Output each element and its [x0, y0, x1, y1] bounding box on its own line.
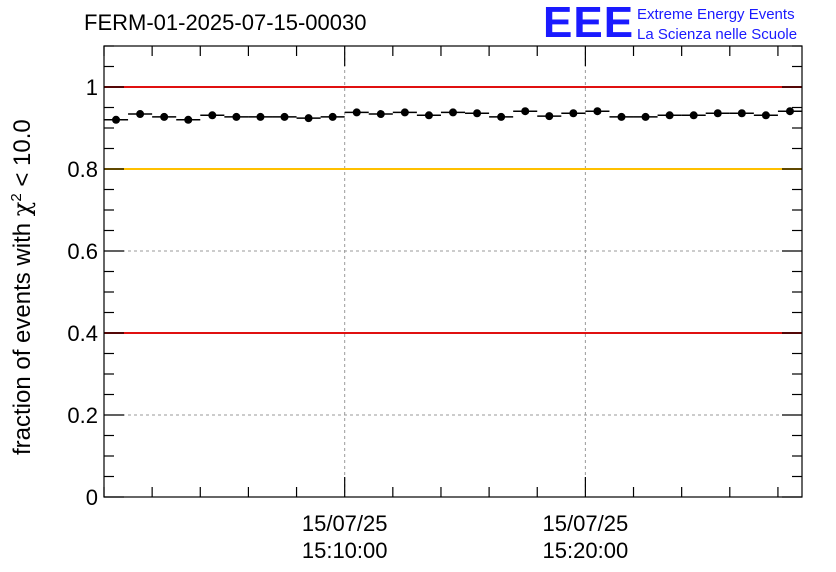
data-point	[112, 115, 121, 124]
x-tick-label-time: 15:20:00	[543, 538, 629, 563]
logo-mark: EEE	[543, 0, 635, 47]
y-tick-label: 0.8	[67, 157, 98, 182]
x-tick-label-date: 15/07/25	[543, 511, 629, 536]
data-point	[449, 108, 457, 117]
data-point	[737, 109, 746, 118]
page-title: FERM-01-2025-07-15-00030	[84, 10, 367, 35]
y-tick-label: 1	[86, 75, 98, 100]
data-point	[665, 111, 674, 120]
y-axis-label-text: fraction of events with χ2 < 10.0	[8, 35, 37, 455]
data-point	[473, 109, 482, 118]
plot-frame	[103, 45, 803, 498]
data-point	[689, 111, 698, 120]
data-point	[785, 107, 794, 116]
y-tick-label: 0.2	[67, 403, 98, 428]
data-point	[328, 112, 337, 121]
y-axis-label-suffix: < 10.0	[9, 119, 36, 194]
data-point	[424, 111, 433, 120]
y-axis-label-prefix: fraction of events with	[9, 216, 36, 455]
data-point	[280, 112, 289, 121]
data-point	[641, 112, 650, 121]
logo-line-2: La Scienza nelle Scuole	[637, 26, 798, 43]
y-tick-label: 0	[86, 485, 98, 510]
y-tick-label: 0.6	[67, 239, 98, 264]
y-axis-label: fraction of events with χ2 < 10.0	[8, 119, 428, 455]
data-point	[617, 112, 626, 121]
data-point	[761, 111, 770, 120]
data-point	[521, 107, 530, 116]
data-point	[497, 112, 506, 121]
data-point	[208, 111, 217, 120]
data-point	[160, 112, 169, 121]
data-point	[569, 109, 578, 118]
data-point	[593, 107, 602, 116]
data-point	[136, 110, 145, 119]
y-axis-label-superscript: 2	[8, 193, 25, 202]
reference-lines	[104, 86, 802, 334]
data-point	[184, 115, 193, 124]
data-point	[256, 112, 265, 121]
data-points	[104, 107, 802, 124]
data-point	[713, 109, 722, 118]
y-tick-label: 0.4	[67, 321, 98, 346]
logo-line-1: Extreme Energy Events	[637, 6, 795, 23]
axis-labels: 00.20.40.60.8115/07/2515:10:0015/07/2515…	[67, 75, 628, 563]
data-point	[376, 110, 385, 119]
data-point	[304, 114, 313, 123]
data-point	[352, 108, 361, 117]
x-tick-label-time: 15:10:00	[302, 538, 388, 563]
eee-logo: EEE Extreme Energy Events La Scienza nel…	[543, 0, 833, 47]
data-point	[232, 112, 241, 121]
data-point	[545, 112, 554, 121]
data-point	[400, 108, 409, 117]
x-tick-label-date: 15/07/25	[302, 511, 388, 536]
y-axis-label-symbol: χ	[8, 201, 36, 217]
